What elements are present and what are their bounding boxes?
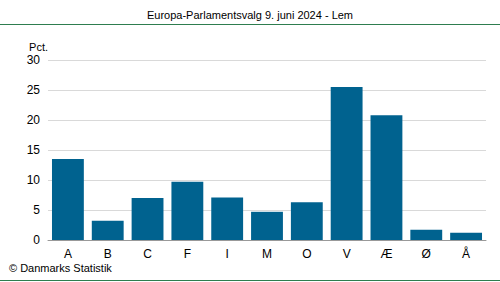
svg-text:M: M bbox=[262, 247, 272, 261]
svg-text:Ø: Ø bbox=[422, 247, 431, 261]
svg-text:Æ: Æ bbox=[380, 247, 392, 261]
svg-text:B: B bbox=[104, 247, 112, 261]
svg-text:A: A bbox=[64, 247, 72, 261]
svg-text:I: I bbox=[226, 247, 229, 261]
svg-text:F: F bbox=[184, 247, 191, 261]
svg-text:V: V bbox=[343, 247, 351, 261]
svg-text:20: 20 bbox=[27, 113, 41, 127]
svg-text:10: 10 bbox=[27, 173, 41, 187]
svg-text:Å: Å bbox=[462, 246, 470, 261]
svg-text:Pct.: Pct. bbox=[29, 41, 48, 53]
svg-text:O: O bbox=[302, 247, 311, 261]
svg-text:© Danmarks Statistik: © Danmarks Statistik bbox=[9, 262, 112, 274]
svg-text:C: C bbox=[143, 247, 152, 261]
svg-text:30: 30 bbox=[27, 53, 41, 67]
svg-text:25: 25 bbox=[27, 83, 41, 97]
svg-text:0: 0 bbox=[33, 233, 40, 247]
svg-text:15: 15 bbox=[27, 143, 41, 157]
svg-text:Europa-Parlamentsvalg 9. juni: Europa-Parlamentsvalg 9. juni 2024 - Lem bbox=[147, 9, 353, 21]
svg-text:5: 5 bbox=[33, 203, 40, 217]
